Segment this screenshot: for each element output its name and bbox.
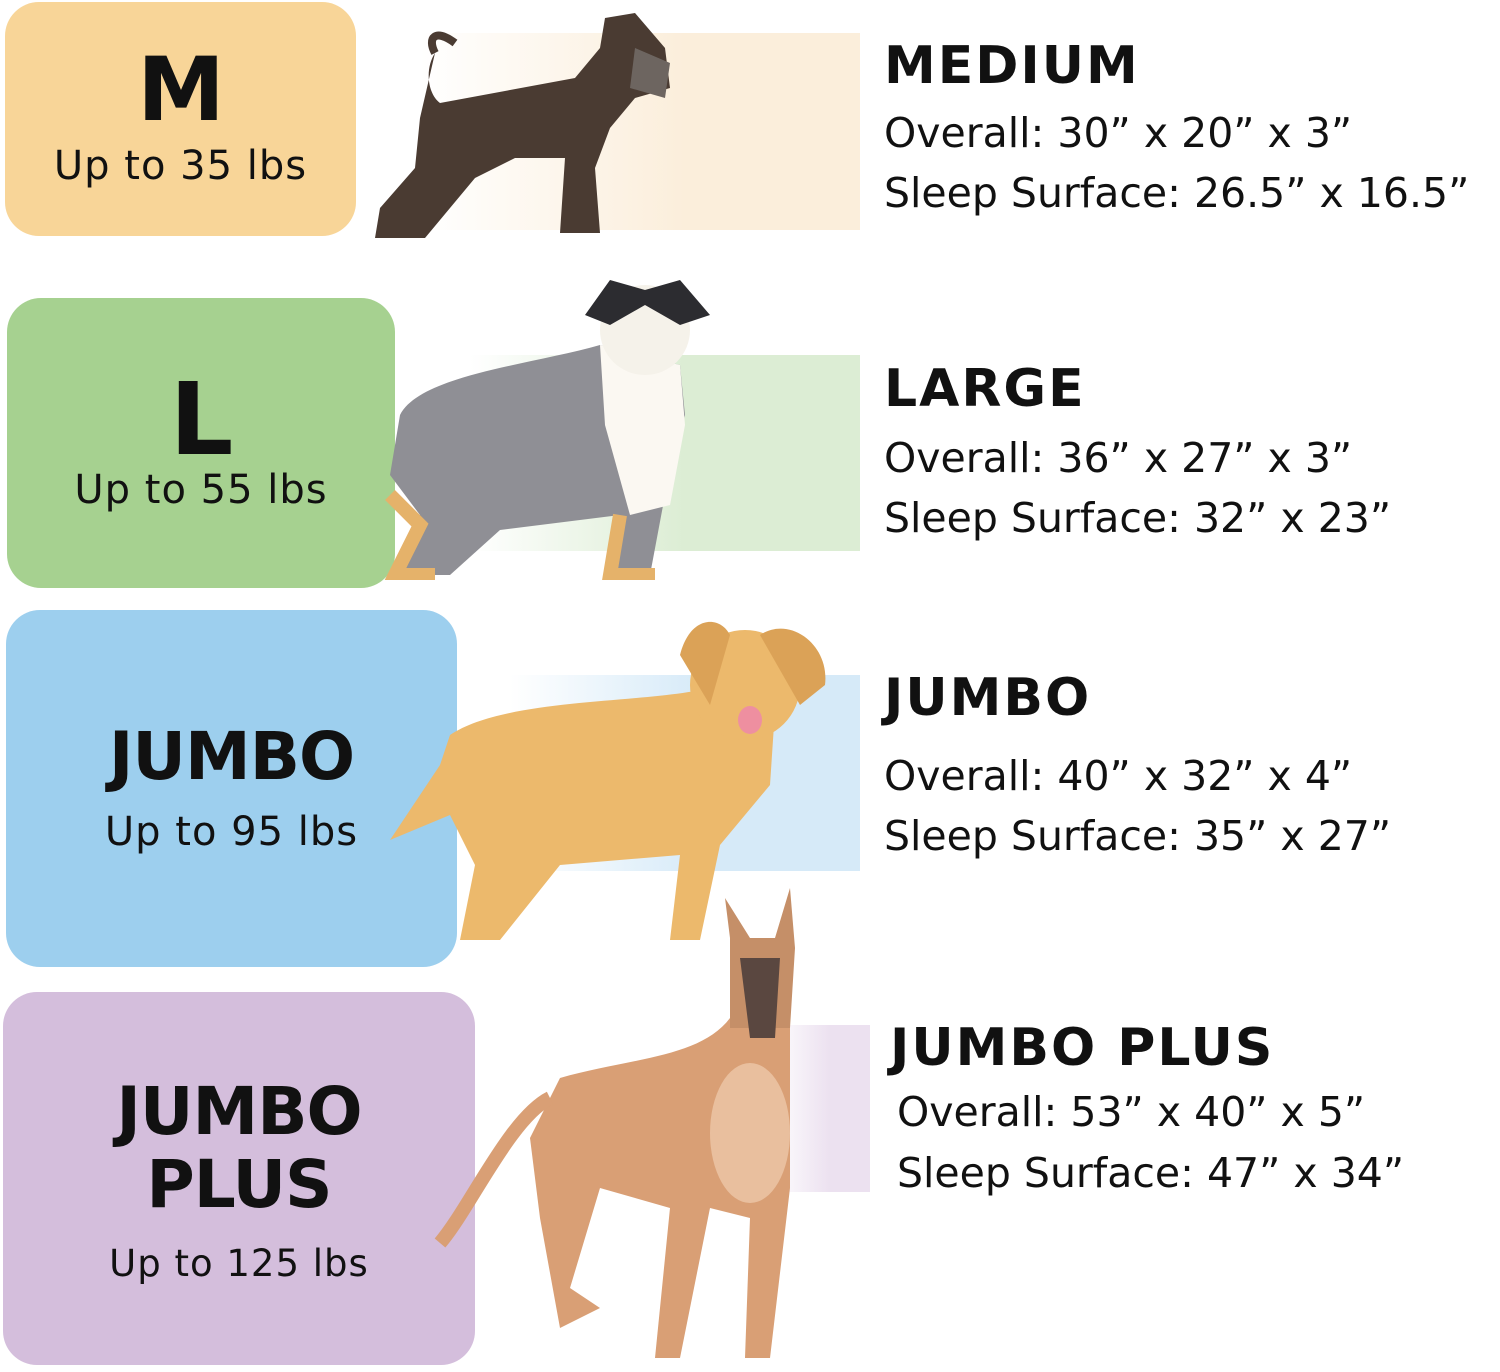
overall-dimensions: Overall: 40” x 32” x 4” [884, 752, 1353, 800]
size-letter: JUMBO [108, 718, 355, 795]
sleep-surface-dimensions: Sleep Surface: 47” x 34” [897, 1149, 1405, 1197]
sleep-surface-dimensions: Sleep Surface: 35” x 27” [884, 812, 1392, 860]
size-letter: M [137, 38, 225, 141]
size-letter-line1: JUMBO [116, 1073, 362, 1150]
great-dane-icon [434, 888, 795, 1358]
australian-shepherd-icon [384, 280, 710, 580]
size-letter-line2: PLUS [146, 1146, 332, 1223]
overall-dimensions: Overall: 53” x 40” x 5” [897, 1088, 1366, 1136]
medium-size-badge: M Up to 35 lbs [5, 2, 356, 236]
size-name: MEDIUM [884, 36, 1140, 96]
size-name: LARGE [884, 359, 1086, 419]
overall-dimensions: Overall: 30” x 20” x 3” [884, 109, 1353, 157]
size-name: JUMBO PLUS [890, 1018, 1275, 1078]
sleep-surface-dimensions: Sleep Surface: 32” x 23” [884, 494, 1392, 542]
weight-limit: Up to 35 lbs [53, 143, 308, 189]
large-size-badge: L Up to 55 lbs [7, 298, 395, 588]
size-letter: L [169, 361, 234, 478]
size-name: JUMBO [884, 668, 1092, 728]
jumbo-size-badge: JUMBO Up to 95 lbs [6, 610, 457, 967]
jumbo-plus-size-badge: JUMBO PLUS Up to 125 lbs [3, 992, 475, 1365]
weight-limit: Up to 125 lbs [109, 1242, 369, 1285]
golden-retriever-icon [390, 621, 826, 940]
weight-limit: Up to 55 lbs [74, 467, 328, 513]
overall-dimensions: Overall: 36” x 27” x 3” [884, 434, 1353, 482]
sleep-surface-dimensions: Sleep Surface: 26.5” x 16.5” [884, 169, 1470, 217]
schnauzer-icon [375, 13, 670, 238]
weight-limit: Up to 95 lbs [104, 809, 359, 855]
